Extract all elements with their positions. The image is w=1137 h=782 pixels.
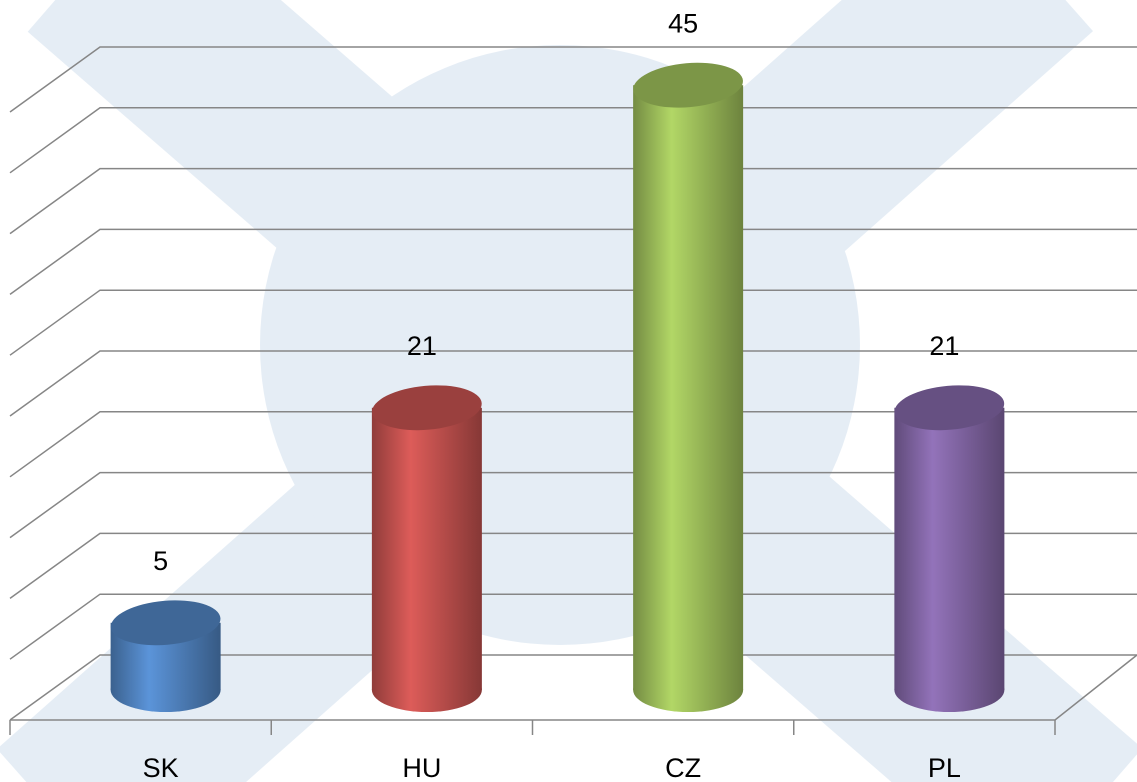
x-tick-label: SK	[143, 753, 179, 782]
data-label: 5	[153, 546, 168, 576]
grid-line	[9, 228, 1137, 296]
grid-line	[9, 167, 1137, 235]
grid-line	[9, 532, 1137, 600]
grid-line	[9, 593, 1137, 660]
watermark-circle	[260, 45, 860, 645]
x-tick-label: HU	[402, 753, 441, 782]
bar	[633, 85, 744, 690]
data-label: 21	[929, 331, 959, 361]
grid-line	[9, 411, 1137, 478]
bar-top	[894, 385, 1005, 431]
grid-line	[9, 471, 1137, 539]
bar-top	[633, 62, 743, 108]
x-tick-label: CZ	[665, 753, 701, 782]
grid-line	[9, 350, 1137, 417]
bar	[894, 407, 1005, 690]
bar-top	[372, 385, 482, 431]
data-label: 21	[407, 331, 437, 361]
grid-line	[9, 654, 1137, 721]
bar	[371, 407, 482, 690]
grid-line	[9, 107, 1137, 174]
grid-line	[9, 46, 1137, 113]
bar-top	[110, 600, 221, 646]
data-label: 45	[668, 8, 698, 38]
x-tick-label: PL	[928, 753, 961, 782]
grid-line	[9, 289, 1137, 356]
